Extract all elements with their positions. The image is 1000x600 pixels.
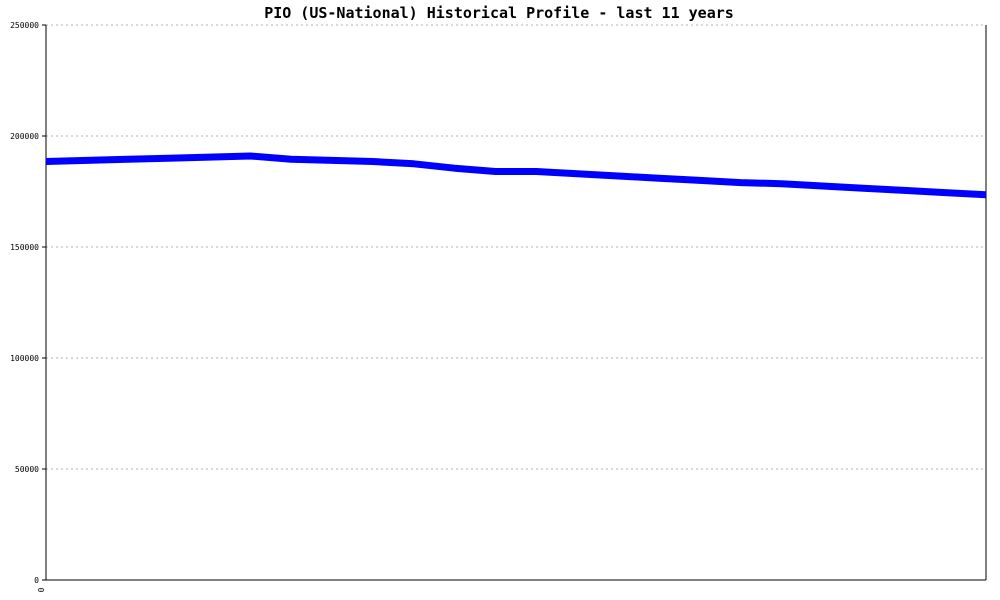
axes	[42, 24, 987, 581]
series-line	[45, 152, 987, 199]
grid	[46, 24, 986, 470]
series	[45, 152, 987, 199]
y-tick-label: 50000	[15, 465, 39, 474]
y-tick-label: 100000	[10, 354, 39, 363]
y-tick-label: 200000	[10, 132, 39, 141]
chart-title: PIO (US-National) Historical Profile - l…	[264, 4, 734, 22]
tick-labels: 0 50000 100000 150000 200000 250000 0	[10, 21, 46, 592]
x-tick-label: 0	[37, 587, 46, 592]
y-tick-label: 150000	[10, 243, 39, 252]
y-tick-label: 250000	[10, 21, 39, 30]
y-tick-label: 0	[34, 576, 39, 585]
